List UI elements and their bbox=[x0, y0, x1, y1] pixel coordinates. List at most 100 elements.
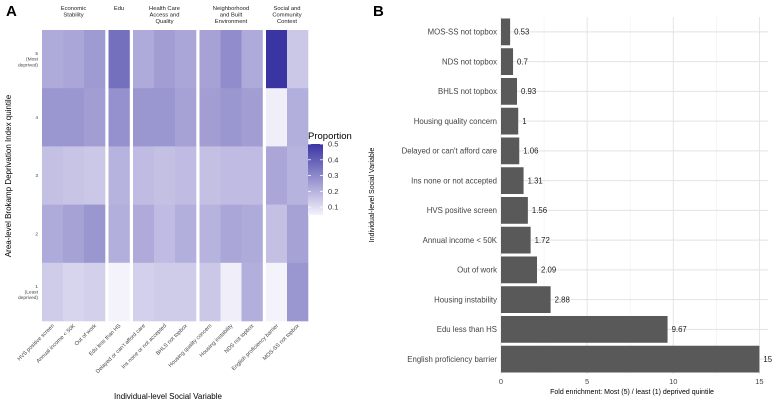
heatmap-cell bbox=[84, 262, 106, 322]
heatmap-cell bbox=[84, 204, 106, 264]
heatmap-cell bbox=[199, 30, 221, 89]
bar-x-tick-label: 0 bbox=[499, 377, 503, 386]
heatmap-cell bbox=[175, 146, 197, 205]
heatmap-cell bbox=[154, 262, 176, 322]
heatmap-cell bbox=[241, 204, 263, 264]
heatmap-cell bbox=[42, 88, 64, 147]
bar-category-label: HVS positive screen bbox=[427, 206, 497, 215]
bar-value-label: 0.53 bbox=[514, 28, 529, 37]
bar bbox=[501, 48, 514, 76]
heatmap-cell bbox=[63, 262, 85, 322]
heatmap-cells bbox=[42, 30, 309, 322]
legend-tick-label: 0.4 bbox=[328, 155, 338, 164]
heatmap-cell bbox=[266, 30, 288, 89]
panel-a-label: A bbox=[6, 3, 17, 20]
heatmap-cell bbox=[133, 262, 155, 322]
bar bbox=[501, 167, 524, 195]
group-header-strip bbox=[199, 3, 263, 28]
bar-value-label: 0.93 bbox=[521, 87, 536, 96]
heatmap-cell bbox=[63, 204, 85, 264]
bar bbox=[501, 77, 518, 105]
heatmap-cell bbox=[42, 30, 64, 89]
heatmap-cell bbox=[133, 30, 155, 89]
bar-category-label: BHLS not topbox bbox=[438, 87, 497, 96]
bar bbox=[501, 18, 511, 46]
panel-b-label: B bbox=[373, 3, 384, 20]
quintile-label: 5 (Most deprived) bbox=[18, 51, 39, 68]
legend-tick-label: 0.5 bbox=[328, 140, 338, 149]
bar-category-label: Delayed or can't afford care bbox=[402, 147, 497, 156]
heatmap-cell bbox=[287, 204, 309, 264]
heatmap-cell bbox=[108, 88, 130, 147]
group-header-strip bbox=[133, 3, 196, 28]
bar-category-label: Housing instability bbox=[434, 295, 497, 304]
heatmap-cell bbox=[220, 204, 242, 264]
bar bbox=[501, 256, 538, 284]
heatmap-cell bbox=[108, 146, 130, 205]
heatmap-cell bbox=[133, 146, 155, 205]
bar-x-axis-title: Fold enrichment: Most (5) / least (1) de… bbox=[550, 389, 714, 396]
bar-x-tick-label: 10 bbox=[669, 377, 677, 386]
heatmap-cell bbox=[133, 204, 155, 264]
heatmap-cell bbox=[199, 262, 221, 322]
bar bbox=[501, 137, 520, 165]
variable-label: Out of work bbox=[74, 323, 98, 347]
bar-value-label: 15 bbox=[763, 355, 772, 364]
bar bbox=[501, 315, 668, 343]
bar-category-label: NDS not topbox bbox=[442, 57, 497, 66]
bar-category-label: Edu less than HS bbox=[437, 325, 497, 334]
bar-category-label: Annual income < 50K bbox=[423, 236, 498, 245]
heatmap-cell bbox=[108, 204, 130, 264]
quintile-label: 1 (Least deprived) bbox=[18, 284, 39, 301]
heatmap-cell bbox=[133, 88, 155, 147]
bar-x-tick-label: 5 bbox=[585, 377, 589, 386]
heatmap-cell bbox=[84, 30, 106, 89]
group-header-label: Edu bbox=[114, 6, 124, 12]
bar-value-label: 9.67 bbox=[672, 325, 687, 334]
heatmap-cell bbox=[42, 204, 64, 264]
heatmap-cell bbox=[84, 88, 106, 147]
bar-value-label: 0.7 bbox=[517, 57, 528, 66]
heatmap-cell bbox=[266, 262, 288, 322]
bar-x-tick-label: 15 bbox=[755, 377, 763, 386]
heatmap-cell bbox=[154, 88, 176, 147]
legend-colorbar bbox=[308, 144, 323, 215]
group-header-label: Economic Stability bbox=[61, 6, 87, 19]
bar-y-axis-title: Individual-level Social Variable bbox=[369, 148, 376, 243]
legend-tick-label: 0.2 bbox=[328, 187, 338, 196]
group-header-label: Neighborhood and Built Environment bbox=[213, 6, 249, 25]
color-legend: Proportion 0.1 0.2 0.3 0.4 0.5 bbox=[308, 131, 352, 215]
heatmap-cell bbox=[241, 30, 263, 89]
quintile-label: 2 bbox=[35, 231, 38, 237]
heatmap-cell bbox=[266, 146, 288, 205]
heatmap-cell bbox=[199, 146, 221, 205]
heatmap-cell bbox=[287, 88, 309, 147]
heatmap-cell bbox=[199, 204, 221, 264]
legend-title: Proportion bbox=[308, 131, 352, 142]
bar-category-label: Out of work bbox=[457, 266, 497, 275]
bar-value-label: 1.06 bbox=[523, 147, 538, 156]
legend-tick-label: 0.3 bbox=[328, 171, 338, 180]
bar bbox=[501, 107, 519, 135]
bar-value-label: 1.56 bbox=[532, 206, 547, 215]
heatmap-cell bbox=[199, 88, 221, 147]
quintile-label: 3 bbox=[35, 173, 38, 179]
heatmap-cell bbox=[241, 262, 263, 322]
heatmap-group-headers: Economic Stability Edu Health Care Access an… bbox=[42, 3, 308, 28]
heatmap-cell bbox=[63, 30, 85, 89]
group-header-label: Health Care Access and Quality bbox=[149, 6, 180, 25]
bar-value-label: 2.09 bbox=[541, 266, 556, 275]
bar bbox=[501, 345, 760, 373]
variable-label: Annual income < 50K bbox=[36, 323, 78, 365]
bar-category-label: Housing quality concern bbox=[414, 117, 497, 126]
heatmap-cell bbox=[220, 262, 242, 322]
heatmap-cell bbox=[220, 88, 242, 147]
bar bbox=[501, 226, 531, 254]
heatmap-x-axis-title: Individual-level Social Variable bbox=[114, 392, 222, 401]
group-header-strip bbox=[108, 3, 130, 28]
heatmap-cell bbox=[175, 88, 197, 147]
heatmap-cell bbox=[266, 88, 288, 147]
heatmap-cell bbox=[84, 146, 106, 205]
variable-label: MOS-SS not topbox bbox=[262, 323, 301, 362]
